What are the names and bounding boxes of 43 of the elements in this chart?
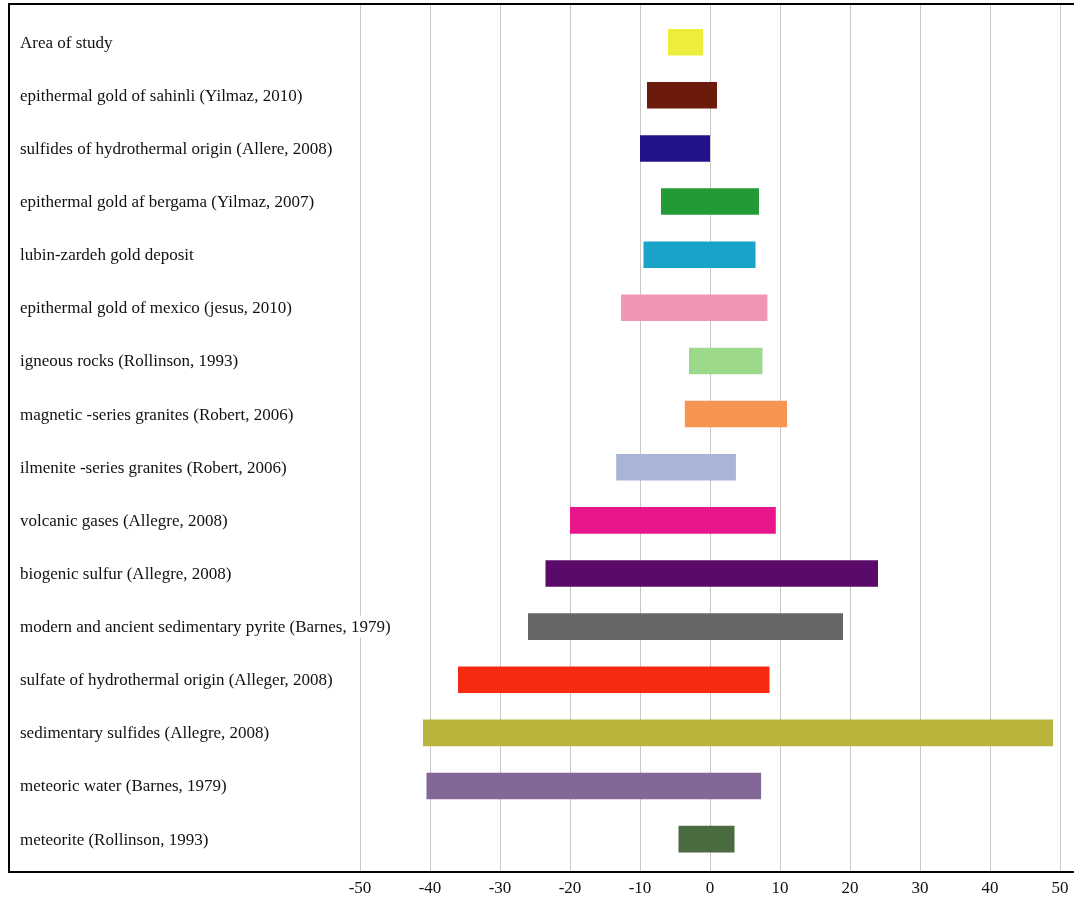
- x-tick-label: 40: [981, 878, 999, 898]
- y-tick-label: sedimentary sulfides (Allegre, 2008): [20, 723, 270, 742]
- y-tick-label: magnetic -series granites (Robert, 2006): [20, 405, 294, 424]
- bar: [684, 400, 787, 428]
- x-tick-label: -10: [628, 878, 652, 898]
- bar: [678, 825, 735, 853]
- y-tick-label: modern and ancient sedimentary pyrite (Barnes, 1979): [20, 617, 391, 636]
- y-tick-label: epithermal gold of sahinli (Yilmaz, 2010): [20, 86, 303, 105]
- x-tick-label: 20: [841, 878, 859, 898]
- x-tick-label: 30: [911, 878, 929, 898]
- x-tick-label: -20: [558, 878, 582, 898]
- x-tick-label: -30: [488, 878, 512, 898]
- bar: [661, 188, 759, 215]
- y-tick-label: Area of study: [20, 33, 114, 52]
- bar: [528, 613, 843, 640]
- y-tick-label: epithermal gold af bergama (Yilmaz, 2007): [20, 192, 315, 211]
- bar: [423, 719, 1053, 747]
- bar: [621, 294, 768, 322]
- y-tick-label: igneous rocks (Rollinson, 1993): [20, 351, 239, 370]
- y-tick-label: sulfate of hydrothermal origin (Alleger, 2008): [20, 670, 333, 689]
- bar: [643, 241, 756, 268]
- y-tick-label: lubin-zardeh gold deposit: [20, 245, 195, 264]
- y-tick-label: epithermal gold of mexico (jesus, 2010): [20, 298, 292, 317]
- x-tick-label: 0: [705, 878, 715, 898]
- bar: [545, 560, 878, 587]
- bar: [616, 453, 736, 481]
- bar: [647, 82, 717, 109]
- x-tick-label: 50: [1051, 878, 1069, 898]
- x-tick-label: -40: [418, 878, 442, 898]
- bar: [570, 507, 776, 534]
- x-tick-label: -50: [348, 878, 372, 898]
- y-tick-label: biogenic sulfur (Allegre, 2008): [20, 564, 232, 583]
- y-tick-label: ilmenite -series granites (Robert, 2006): [20, 458, 287, 477]
- bar: [426, 772, 762, 800]
- bar: [458, 666, 770, 694]
- y-tick-label: sulfides of hydrothermal origin (Allere, 2008): [20, 139, 333, 158]
- x-tick-label: 10: [771, 878, 789, 898]
- y-tick-label: meteorite (Rollinson, 1993): [20, 830, 209, 849]
- y-tick-label: meteoric water (Barnes, 1979): [20, 776, 227, 795]
- bar: [689, 347, 763, 375]
- y-tick-label: volcanic gases (Allegre, 2008): [20, 511, 228, 530]
- bar: [668, 28, 703, 56]
- bar: [640, 135, 710, 162]
